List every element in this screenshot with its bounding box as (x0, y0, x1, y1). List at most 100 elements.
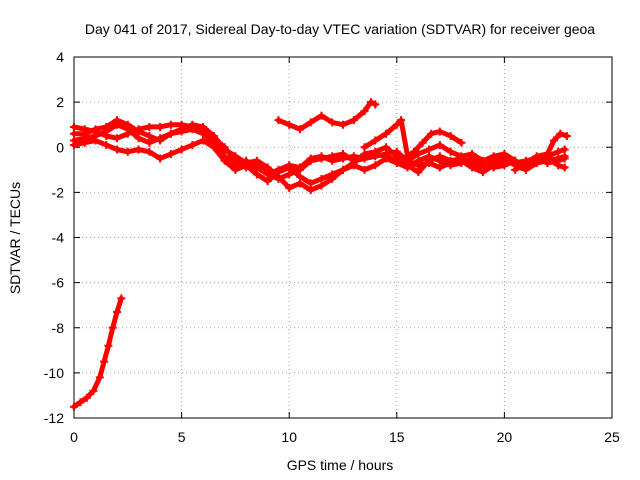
data-point (349, 159, 358, 168)
data-point (306, 118, 315, 127)
data-point (560, 154, 569, 163)
data-point (295, 172, 304, 181)
data-point (166, 120, 175, 129)
data-point (328, 174, 337, 183)
data-point (382, 129, 391, 138)
y-axis-ticks: -12 -10 -8 -6 -4 -2 0 2 4 (44, 49, 612, 426)
data-point (177, 145, 186, 154)
data-point (199, 129, 208, 138)
data-point (156, 136, 165, 145)
x-tick-label: 0 (70, 429, 78, 445)
data-point (274, 172, 283, 181)
chart-title: Day 041 of 2017, Sidereal Day-to-day VTE… (85, 21, 595, 37)
data-point (134, 145, 143, 154)
gridlines (74, 57, 612, 418)
series-arc-c (70, 136, 569, 188)
data-point (263, 170, 272, 179)
data-point (113, 145, 122, 154)
x-tick-label: 25 (604, 429, 620, 445)
data-point (108, 323, 117, 332)
data-point (446, 131, 455, 140)
data-point (556, 129, 565, 138)
data-point (220, 156, 229, 165)
data-point (231, 165, 240, 174)
data-point (446, 147, 455, 156)
series-arc-h (70, 294, 126, 411)
data-point (414, 168, 423, 177)
data-point (511, 156, 520, 165)
data-point (80, 138, 89, 147)
data-point (285, 183, 294, 192)
y-axis-label: SDTVAR / TECUs (7, 182, 23, 294)
data-point (285, 170, 294, 179)
data-point (134, 134, 143, 143)
data-point (113, 307, 122, 316)
data-point (414, 150, 423, 159)
data-point (220, 145, 229, 154)
data-point (317, 111, 326, 120)
x-tick-label: 5 (178, 429, 186, 445)
data-point (252, 163, 261, 172)
data-point (382, 154, 391, 163)
data-point (425, 159, 434, 168)
data-point (532, 152, 541, 161)
data-point (560, 145, 569, 154)
data-point (371, 136, 380, 145)
data-point (177, 125, 186, 134)
data-point (360, 150, 369, 159)
data-point (274, 116, 283, 125)
data-point (252, 156, 261, 165)
data-point (76, 398, 85, 407)
data-point (397, 116, 406, 125)
data-point (457, 138, 466, 147)
data-point (382, 143, 391, 152)
data-point (166, 129, 175, 138)
data-point (478, 168, 487, 177)
data-point (457, 152, 466, 161)
data-point (403, 152, 412, 161)
data-point (166, 150, 175, 159)
data-point (188, 120, 197, 129)
data-point (468, 163, 477, 172)
data-point (410, 147, 419, 156)
data-point (317, 181, 326, 190)
data-point (392, 120, 401, 129)
data-point (371, 147, 380, 156)
y-tick-label: -2 (52, 184, 65, 200)
data-point (199, 122, 208, 131)
x-tick-label: 20 (497, 429, 513, 445)
data-point (263, 163, 272, 172)
data-point (339, 154, 347, 163)
data-point (317, 174, 326, 183)
x-axis-ticks: 0 5 10 15 20 25 (70, 57, 620, 445)
data-point (549, 136, 558, 145)
series-arc-e (274, 98, 380, 134)
data-point (371, 161, 380, 170)
data-point (478, 156, 487, 165)
y-tick-label: -10 (44, 365, 64, 381)
data-series (70, 98, 571, 411)
data-point (489, 163, 498, 172)
data-point (102, 122, 111, 131)
data-point (554, 161, 563, 170)
data-point (134, 127, 143, 136)
data-point (70, 129, 78, 138)
data-point (145, 138, 154, 147)
data-point (562, 131, 571, 140)
data-point (339, 120, 347, 129)
data-point (543, 150, 552, 159)
x-tick-label: 15 (389, 429, 405, 445)
data-point (360, 107, 369, 116)
data-point (366, 98, 375, 107)
data-point (113, 116, 122, 125)
data-point (418, 138, 427, 147)
data-point (70, 140, 78, 149)
data-point (360, 165, 369, 174)
data-point (328, 118, 337, 127)
data-point (89, 386, 98, 395)
data-point (427, 129, 436, 138)
data-point (414, 156, 423, 165)
data-point (468, 150, 477, 159)
data-point (263, 177, 272, 186)
